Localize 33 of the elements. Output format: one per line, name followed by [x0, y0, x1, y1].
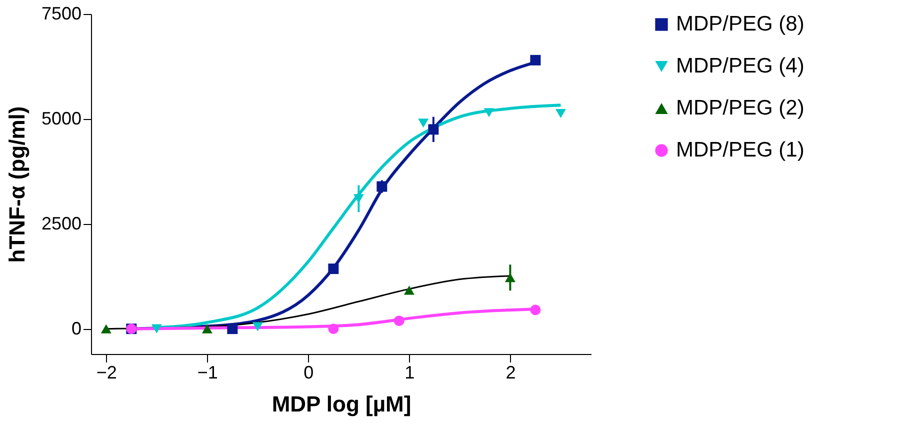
point — [404, 286, 414, 295]
x-tick-label: 0 — [304, 362, 314, 382]
point — [504, 273, 516, 282]
y-tick-label: 5000 — [41, 108, 82, 128]
x-tick-label: −2 — [96, 362, 117, 382]
point — [530, 54, 541, 66]
point — [227, 324, 238, 334]
point — [555, 108, 566, 118]
point — [100, 324, 112, 334]
legend-label: MDP/PEG (1) — [676, 138, 804, 162]
point — [428, 124, 439, 135]
legend-label: MDP/PEG (2) — [676, 96, 804, 120]
point — [418, 118, 429, 128]
x-tick-label: 1 — [404, 362, 415, 382]
point — [328, 324, 339, 334]
y-axis-title: hTNF-α (pg/ml) — [4, 106, 30, 263]
x-axis-title: MDP log [µM] — [272, 392, 412, 416]
point — [252, 322, 263, 332]
point — [376, 181, 388, 192]
point — [353, 194, 364, 204]
point — [484, 108, 494, 118]
point — [530, 304, 541, 316]
x-tick-label: 2 — [506, 362, 516, 382]
point — [151, 324, 162, 334]
y-tick-label: 7500 — [41, 4, 82, 24]
x-tick-label: −1 — [197, 362, 218, 382]
point — [394, 316, 404, 326]
point — [328, 264, 339, 274]
legend-label: MDP/PEG (4) — [676, 54, 804, 78]
legend-label: MDP/PEG (8) — [676, 12, 804, 36]
y-tick-label: 0 — [71, 318, 82, 338]
point — [202, 324, 212, 334]
y-tick-label: 2500 — [41, 213, 82, 234]
